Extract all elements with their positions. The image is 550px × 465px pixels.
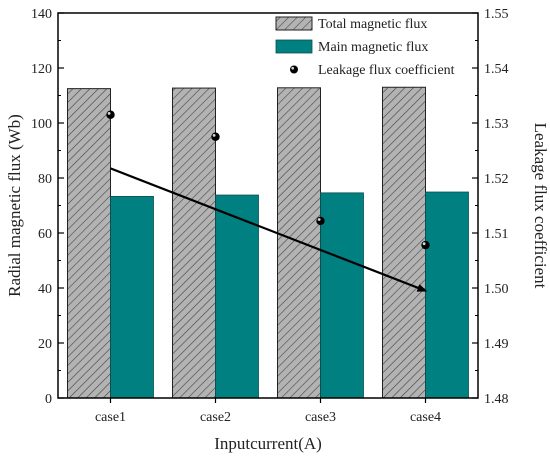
leakage-coefficient-point	[106, 110, 115, 119]
x-axis-ticks: case1 case2 case3 case4	[95, 398, 441, 425]
right-tick-label: 1.55	[484, 7, 509, 22]
right-axis-ticks: 1.48 1.49 1.50 1.51 1.52 1.53 1.54 1.55	[472, 7, 509, 407]
total-flux-bar	[172, 87, 216, 399]
left-tick-label: 40	[38, 282, 52, 297]
total-flux-bar	[382, 86, 426, 399]
x-tick-label: case4	[410, 410, 441, 425]
legend-item: Leakage flux coefficient	[290, 63, 455, 78]
legend-label: Main magnetic flux	[318, 40, 428, 55]
y2-axis-label: Leakage flux coefficient	[531, 123, 550, 289]
legend-swatch-total	[275, 16, 313, 31]
right-tick-label: 1.54	[484, 62, 509, 77]
legend-marker-leakage	[290, 65, 298, 74]
legend-swatch-main	[275, 39, 313, 54]
trend-arrow	[110, 167, 428, 292]
main-flux-bar	[425, 191, 469, 399]
left-tick-label: 80	[38, 172, 52, 187]
left-tick-label: 20	[38, 337, 52, 352]
x-tick-label: case2	[200, 410, 231, 425]
legend-label: Leakage flux coefficient	[318, 63, 455, 78]
right-tick-label: 1.50	[484, 282, 509, 297]
points-layer	[106, 110, 430, 250]
legend-item: Total magnetic flux	[275, 16, 427, 32]
main-flux-bar	[320, 192, 364, 399]
right-tick-label: 1.48	[484, 392, 509, 407]
main-flux-bar	[110, 196, 154, 399]
left-tick-label: 100	[31, 117, 52, 132]
y-axis-label: Radial magnetic flux (Wb)	[5, 114, 24, 297]
right-tick-label: 1.53	[484, 117, 509, 132]
trend-arrow-layer	[110, 167, 428, 292]
left-tick-label: 120	[31, 62, 52, 77]
right-tick-label: 1.52	[484, 172, 509, 187]
left-tick-label: 60	[38, 227, 52, 242]
left-tick-label: 140	[31, 7, 52, 22]
x-tick-label: case3	[305, 410, 336, 425]
right-tick-label: 1.51	[484, 227, 509, 242]
left-axis-ticks: 0 20 40 60 80 100 120 140	[31, 7, 64, 407]
leakage-coefficient-point	[211, 132, 220, 141]
total-flux-bar	[67, 88, 111, 399]
main-flux-bar	[215, 194, 259, 399]
right-tick-label: 1.49	[484, 337, 509, 352]
bars-layer	[67, 86, 469, 399]
legend-label: Total magnetic flux	[318, 17, 427, 32]
leakage-coefficient-point	[316, 216, 325, 226]
legend: Total magnetic flux Main magnetic flux Lea…	[275, 16, 455, 78]
total-flux-bar	[277, 87, 321, 399]
x-axis-label: Inputcurrent(A)	[214, 434, 322, 453]
x-tick-label: case1	[95, 410, 126, 425]
leakage-coefficient-point	[421, 240, 430, 250]
left-tick-label: 0	[45, 392, 52, 407]
legend-item: Main magnetic flux	[275, 39, 428, 55]
